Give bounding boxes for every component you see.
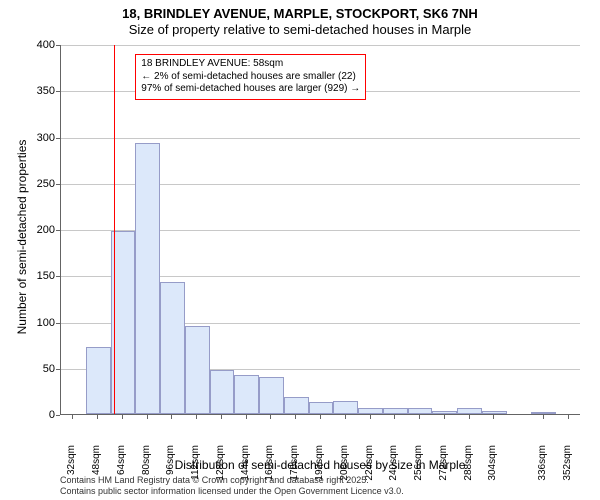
y-tick-label: 200: [15, 225, 55, 236]
x-tick-mark: [221, 415, 222, 419]
x-tick-mark: [370, 415, 371, 419]
histogram-bar: [185, 326, 210, 414]
chart-container: 18, BRINDLEY AVENUE, MARPLE, STOCKPORT, …: [0, 0, 600, 500]
callout-box: 18 BRINDLEY AVENUE: 58sqm← 2% of semi-de…: [135, 54, 366, 100]
x-tick-label: 80sqm: [142, 445, 152, 485]
histogram-bar: [358, 408, 383, 414]
y-tick-label: 150: [15, 271, 55, 282]
y-tick-label: 100: [15, 318, 55, 329]
x-tick-label: 128sqm: [216, 445, 226, 485]
x-tick-mark: [122, 415, 123, 419]
y-tick-label: 250: [15, 179, 55, 190]
x-tick-mark: [345, 415, 346, 419]
x-tick-label: 112sqm: [191, 445, 201, 485]
x-tick-mark: [493, 415, 494, 419]
x-tick-label: 256sqm: [414, 445, 424, 485]
histogram-bar: [234, 375, 259, 414]
x-tick-mark: [320, 415, 321, 419]
histogram-bar: [408, 408, 433, 414]
plot-area: 18 BRINDLEY AVENUE: 58sqm← 2% of semi-de…: [60, 45, 580, 415]
y-tick-mark: [56, 276, 60, 277]
reference-line: [114, 45, 115, 414]
x-tick-label: 304sqm: [488, 445, 498, 485]
histogram-bar: [333, 401, 358, 414]
x-tick-mark: [72, 415, 73, 419]
y-tick-mark: [56, 323, 60, 324]
x-tick-mark: [568, 415, 569, 419]
x-tick-mark: [394, 415, 395, 419]
y-tick-label: 50: [15, 364, 55, 375]
x-tick-label: 224sqm: [365, 445, 375, 485]
y-tick-mark: [56, 91, 60, 92]
histogram-bar: [210, 370, 235, 414]
y-tick-label: 0: [15, 410, 55, 421]
y-tick-mark: [56, 415, 60, 416]
footer-line: Contains HM Land Registry data © Crown c…: [60, 475, 404, 485]
x-tick-label: 288sqm: [464, 445, 474, 485]
x-tick-mark: [543, 415, 544, 419]
histogram-bar: [86, 347, 111, 414]
x-tick-label: 208sqm: [340, 445, 350, 485]
x-tick-mark: [97, 415, 98, 419]
x-tick-mark: [171, 415, 172, 419]
gridline: [61, 45, 580, 46]
x-tick-mark: [246, 415, 247, 419]
y-tick-mark: [56, 184, 60, 185]
footer-line: Contains public sector information licen…: [60, 486, 404, 496]
x-tick-mark: [295, 415, 296, 419]
histogram-bar: [432, 411, 457, 414]
x-tick-label: 240sqm: [389, 445, 399, 485]
y-tick-label: 300: [15, 133, 55, 144]
histogram-bar: [482, 411, 507, 414]
x-tick-label: 64sqm: [117, 445, 127, 485]
y-tick-mark: [56, 369, 60, 370]
x-tick-label: 32sqm: [67, 445, 77, 485]
histogram-bar: [309, 402, 334, 414]
histogram-bar: [259, 377, 284, 414]
x-tick-label: 176sqm: [290, 445, 300, 485]
callout-line: ← 2% of semi-detached houses are smaller…: [141, 71, 360, 84]
x-tick-mark: [444, 415, 445, 419]
histogram-bar: [284, 397, 309, 414]
histogram-bar: [531, 412, 556, 414]
x-tick-label: 272sqm: [439, 445, 449, 485]
x-tick-mark: [270, 415, 271, 419]
histogram-bar: [457, 408, 482, 414]
y-tick-mark: [56, 230, 60, 231]
x-tick-label: 192sqm: [315, 445, 325, 485]
x-tick-label: 336sqm: [538, 445, 548, 485]
y-tick-mark: [56, 138, 60, 139]
callout-line: 18 BRINDLEY AVENUE: 58sqm: [141, 58, 360, 71]
chart-title-line2: Size of property relative to semi-detach…: [0, 22, 600, 37]
x-tick-label: 144sqm: [241, 445, 251, 485]
x-tick-mark: [147, 415, 148, 419]
histogram-bar: [135, 143, 160, 414]
histogram-bar: [160, 282, 185, 414]
histogram-bar: [383, 408, 408, 414]
x-tick-label: 48sqm: [92, 445, 102, 485]
x-tick-mark: [469, 415, 470, 419]
y-tick-label: 400: [15, 40, 55, 51]
x-tick-mark: [196, 415, 197, 419]
footer-attribution: Contains HM Land Registry data © Crown c…: [60, 475, 404, 496]
x-tick-mark: [419, 415, 420, 419]
chart-title-line1: 18, BRINDLEY AVENUE, MARPLE, STOCKPORT, …: [0, 6, 600, 21]
x-tick-label: 96sqm: [166, 445, 176, 485]
y-tick-label: 350: [15, 86, 55, 97]
x-tick-label: 352sqm: [563, 445, 573, 485]
callout-line: 97% of semi-detached houses are larger (…: [141, 83, 360, 96]
x-tick-label: 160sqm: [265, 445, 275, 485]
gridline: [61, 138, 580, 139]
y-tick-mark: [56, 45, 60, 46]
